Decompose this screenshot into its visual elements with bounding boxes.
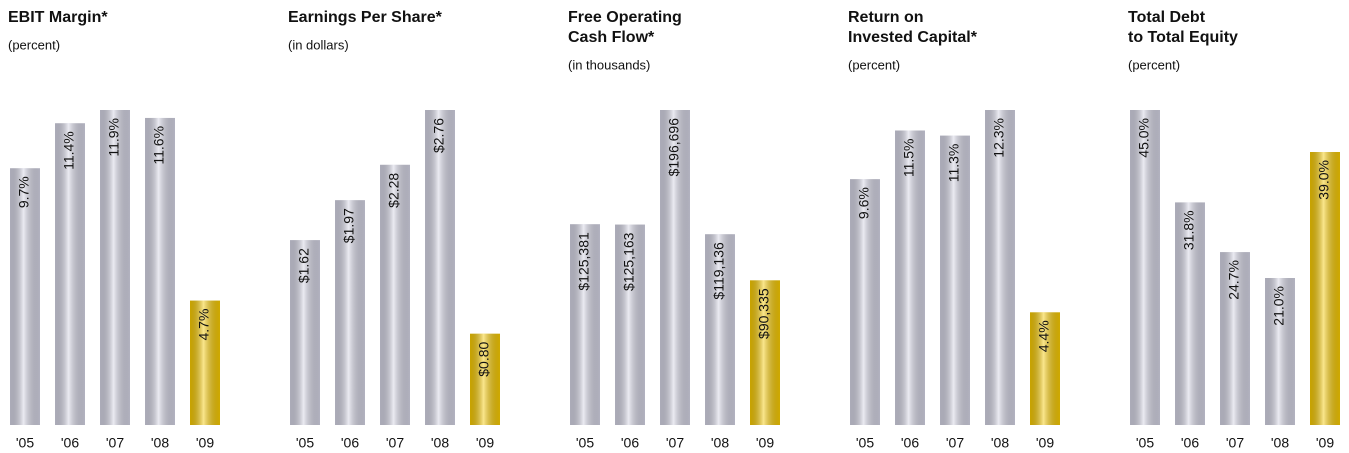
- value-label: 9.7%: [16, 176, 32, 208]
- chart-subtitle: (percent): [8, 37, 60, 52]
- x-tick-label: '05: [296, 435, 314, 451]
- bar-shine: [10, 168, 40, 425]
- value-label: 11.6%: [151, 126, 167, 165]
- value-label: 11.3%: [946, 144, 962, 183]
- bar-shine: [425, 110, 455, 425]
- value-label: $119,136: [711, 242, 727, 300]
- value-label: $0.80: [476, 341, 492, 376]
- value-label: $1.97: [341, 208, 357, 243]
- bar-shine: [470, 333, 500, 425]
- x-tick-label: '06: [341, 435, 359, 451]
- x-tick-label: '07: [106, 435, 124, 451]
- chart-subtitle: (in thousands): [568, 57, 650, 72]
- chart-title: Total Debt: [1128, 9, 1206, 26]
- bar-shine: [100, 110, 130, 425]
- bar-shine: [940, 135, 970, 426]
- bar-shine: [1220, 252, 1250, 425]
- bar-shine: [290, 240, 320, 425]
- value-label: $1.62: [296, 248, 312, 283]
- bar-shine: [380, 164, 410, 426]
- bar-chart: Total Debt to Total Equity (percent) 45.0% '…: [1128, 9, 1340, 451]
- value-label: 11.9%: [106, 118, 122, 157]
- x-tick-label: '09: [196, 435, 214, 451]
- bar-chart: EBIT Margin* (percent) 9.7% '05 11.4% '06 11.9…: [8, 9, 220, 451]
- x-tick-label: '07: [666, 435, 684, 451]
- chart-title: Free Operating: [568, 9, 682, 26]
- value-label: 24.7%: [1226, 260, 1242, 300]
- x-tick-label: '07: [1226, 435, 1244, 451]
- chart-title: Earnings Per Share*: [288, 9, 443, 26]
- x-tick-label: '07: [386, 435, 404, 451]
- bar-shine: [1030, 312, 1060, 425]
- x-tick-label: '06: [621, 435, 639, 451]
- bar-shine: [335, 200, 365, 425]
- x-tick-label: '08: [711, 435, 729, 451]
- x-tick-label: '06: [1181, 435, 1199, 451]
- value-label: 4.7%: [196, 309, 212, 341]
- x-tick-label: '09: [756, 435, 774, 451]
- x-tick-label: '08: [1271, 435, 1289, 451]
- bar-shine: [1265, 278, 1295, 425]
- value-label: $196,696: [666, 118, 682, 177]
- chart-title: EBIT Margin*: [8, 9, 108, 26]
- value-label: $125,163: [621, 232, 637, 291]
- chart-title: Invested Capital*: [848, 29, 978, 46]
- value-label: 12.3%: [991, 118, 1007, 158]
- value-label: 31.8%: [1181, 210, 1197, 250]
- bar-shine: [1175, 202, 1205, 425]
- value-label: $2.28: [386, 173, 402, 208]
- bar-chart: Free Operating Cash Flow* (in thousands) $1…: [568, 9, 780, 451]
- bar-chart: Earnings Per Share* (in dollars) $1.62 '05 $…: [288, 9, 500, 451]
- chart-title: to Total Equity: [1128, 29, 1238, 46]
- value-label: 11.4%: [61, 131, 77, 170]
- value-label: 21.0%: [1271, 286, 1287, 326]
- x-tick-label: '05: [1136, 435, 1154, 451]
- value-label: 4.4%: [1036, 320, 1052, 352]
- bar-shine: [985, 110, 1015, 425]
- bar-shine: [1310, 152, 1340, 425]
- value-label: $90,335: [756, 288, 772, 339]
- value-label: 45.0%: [1136, 118, 1152, 158]
- chart-subtitle: (percent): [848, 57, 900, 72]
- bar-shine: [190, 300, 220, 425]
- x-tick-label: '08: [151, 435, 169, 451]
- bar-shine: [895, 130, 925, 426]
- x-tick-label: '09: [476, 435, 494, 451]
- bar-shine: [705, 234, 735, 425]
- value-label: $125,381: [576, 232, 592, 291]
- chart-subtitle: (in dollars): [288, 37, 349, 52]
- x-tick-label: '08: [431, 435, 449, 451]
- value-label: 11.5%: [901, 138, 917, 177]
- x-tick-label: '07: [946, 435, 964, 451]
- chart-subtitle: (percent): [1128, 57, 1180, 72]
- chart-title: Cash Flow*: [568, 29, 655, 46]
- chart-title: Return on: [848, 9, 924, 26]
- bar-shine: [570, 224, 600, 425]
- bar-shine: [1130, 110, 1160, 425]
- bar-shine: [145, 117, 175, 426]
- x-tick-label: '05: [16, 435, 34, 451]
- x-tick-label: '09: [1036, 435, 1054, 451]
- x-tick-label: '05: [856, 435, 874, 451]
- value-label: 39.0%: [1316, 160, 1332, 200]
- bar-shine: [660, 110, 690, 425]
- bar-shine: [615, 224, 645, 425]
- x-tick-label: '06: [61, 435, 79, 451]
- bar-chart: Return on Invested Capital* (percent) 9.6% '…: [848, 9, 1060, 451]
- value-label: $2.76: [431, 118, 447, 153]
- bar-shine: [55, 123, 85, 425]
- x-tick-label: '06: [901, 435, 919, 451]
- bar-shine: [750, 280, 780, 425]
- value-label: 9.6%: [856, 187, 872, 219]
- bar-shine: [850, 179, 880, 425]
- x-tick-label: '08: [991, 435, 1009, 451]
- x-tick-label: '05: [576, 435, 594, 451]
- x-tick-label: '09: [1316, 435, 1334, 451]
